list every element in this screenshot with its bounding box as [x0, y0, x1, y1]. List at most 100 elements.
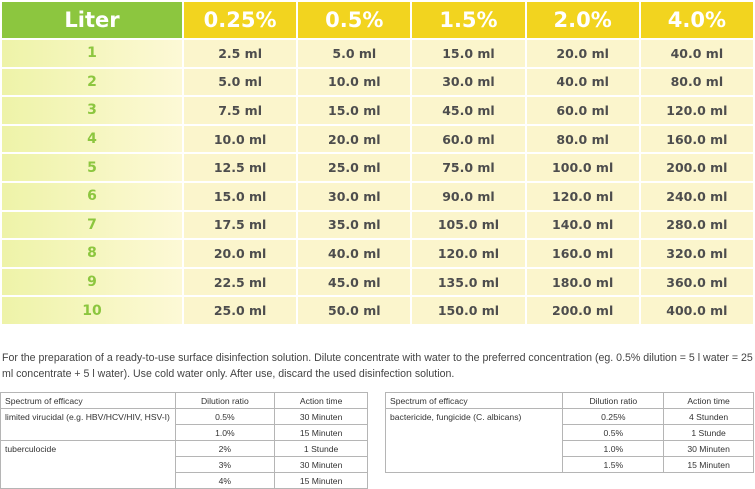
amount-cell: 240.0 ml: [640, 182, 753, 210]
dilution-row: 10 25.0 ml 50.0 ml 150.0 ml 200.0 ml 400.0 ml: [2, 297, 753, 324]
amount-cell: 45.0 ml: [412, 97, 525, 124]
spectrum-row: 1.5% 15 Minuten: [384, 456, 754, 473]
amount-cell: 25.0 ml: [298, 154, 411, 181]
amount-cell: 5.0 ml: [298, 40, 411, 67]
dilution-row: 9 22.5 ml 45.0 ml 135.0 ml 180.0 ml 360.0 ml: [2, 268, 753, 296]
amount-cell: 200.0 ml: [526, 297, 639, 324]
dilution-row: 6 15.0 ml 30.0 ml 90.0 ml 120.0 ml 240.0 ml: [2, 182, 753, 210]
amount-cell: 150.0 ml: [412, 297, 525, 324]
amount-cell: 360.0 ml: [640, 268, 753, 296]
dilution-ratio-cell: 2%: [174, 440, 276, 457]
spectrum-cell: [0, 424, 176, 441]
amount-cell: 80.0 ml: [526, 125, 639, 153]
liter-cell: 10: [2, 297, 182, 324]
spectrum-cell: tuberculocide: [0, 440, 176, 457]
action-time-cell: 15 Minuten: [663, 456, 754, 473]
action-time-cell: 15 Minuten: [274, 472, 368, 489]
dilution-row: 2 5.0 ml 10.0 ml 30.0 ml 40.0 ml 80.0 ml: [2, 68, 753, 96]
amount-cell: 160.0 ml: [640, 125, 753, 153]
dilution-ratio-cell: 0.25%: [562, 408, 665, 425]
action-time-cell: 30 Minuten: [274, 408, 368, 425]
dilution-row: 5 12.5 ml 25.0 ml 75.0 ml 100.0 ml 200.0 ml: [2, 154, 753, 181]
header-liter: Liter: [2, 2, 182, 38]
dilution-ratio-header: Dilution ratio: [174, 392, 276, 409]
action-time-header: Action time: [663, 392, 754, 409]
spectrum-cell: [0, 456, 176, 473]
header-concentration: 2.0%: [526, 2, 639, 38]
amount-cell: 20.0 ml: [184, 240, 297, 267]
amount-cell: 10.0 ml: [184, 125, 297, 153]
action-time-cell: 30 Minuten: [663, 440, 754, 457]
action-time-cell: 4 Stunden: [663, 408, 754, 425]
spectrum-header-row: Spectrum of efficacy Dilution ratio Acti…: [384, 392, 754, 409]
amount-cell: 7.5 ml: [184, 97, 297, 124]
amount-cell: 180.0 ml: [526, 268, 639, 296]
liter-cell: 2: [2, 68, 182, 96]
spectrum-body: limited virucidal (e.g. HBV/HCV/HIV, HSV…: [0, 408, 368, 489]
amount-cell: 100.0 ml: [526, 154, 639, 181]
amount-cell: 120.0 ml: [640, 97, 753, 124]
amount-cell: 200.0 ml: [640, 154, 753, 181]
amount-cell: 50.0 ml: [298, 297, 411, 324]
amount-cell: 280.0 ml: [640, 211, 753, 239]
action-time-cell: 1 Stunde: [274, 440, 368, 457]
amount-cell: 120.0 ml: [412, 240, 525, 267]
amount-cell: 10.0 ml: [298, 68, 411, 96]
spectrum-row: bactericide, fungicide (C. albicans) 0.25…: [384, 408, 754, 425]
header-concentration: 0.25%: [184, 2, 297, 38]
liter-cell: 6: [2, 182, 182, 210]
amount-cell: 2.5 ml: [184, 40, 297, 67]
spectrum-cell: limited virucidal (e.g. HBV/HCV/HIV, HSV…: [0, 408, 176, 425]
amount-cell: 25.0 ml: [184, 297, 297, 324]
dilution-ratio-cell: 1.5%: [562, 456, 665, 473]
spectrum-table-virucidal: Spectrum of efficacy Dilution ratio Acti…: [0, 392, 368, 489]
spectrum-row: 4% 15 Minuten: [0, 472, 368, 489]
spectrum-row: 1.0% 30 Minuten: [384, 440, 754, 457]
spectrum-row: limited virucidal (e.g. HBV/HCV/HIV, HSV…: [0, 408, 368, 425]
amount-cell: 15.0 ml: [184, 182, 297, 210]
amount-cell: 120.0 ml: [526, 182, 639, 210]
liter-cell: 4: [2, 125, 182, 153]
spectrum-header: Spectrum of efficacy: [0, 392, 176, 409]
amount-cell: 40.0 ml: [640, 40, 753, 67]
header-concentration: 0.5%: [298, 2, 411, 38]
spectrum-table-bactericide: Spectrum of efficacy Dilution ratio Acti…: [384, 392, 754, 473]
dilution-ratio-cell: 0.5%: [174, 408, 276, 425]
dilution-ratio-cell: 0.5%: [562, 424, 665, 441]
dilution-ratio-cell: 1.0%: [174, 424, 276, 441]
amount-cell: 160.0 ml: [526, 240, 639, 267]
amount-cell: 400.0 ml: [640, 297, 753, 324]
liter-cell: 3: [2, 97, 182, 124]
spectrum-cell: bactericide, fungicide (C. albicans): [384, 408, 564, 425]
action-time-header: Action time: [274, 392, 368, 409]
spectrum-header-row: Spectrum of efficacy Dilution ratio Acti…: [0, 392, 368, 409]
amount-cell: 15.0 ml: [412, 40, 525, 67]
spectrum-cell: [384, 424, 564, 441]
spectrum-header: Spectrum of efficacy: [384, 392, 564, 409]
amount-cell: 30.0 ml: [412, 68, 525, 96]
action-time-cell: 1 Stunde: [663, 424, 754, 441]
spectrum-cell: [384, 440, 564, 457]
spectrum-row: 0.5% 1 Stunde: [384, 424, 754, 441]
amount-cell: 90.0 ml: [412, 182, 525, 210]
liter-cell: 8: [2, 240, 182, 267]
dilution-row: 7 17.5 ml 35.0 ml 105.0 ml 140.0 ml 280.0 ml: [2, 211, 753, 239]
dilution-ratio-cell: 1.0%: [562, 440, 665, 457]
amount-cell: 60.0 ml: [526, 97, 639, 124]
amount-cell: 80.0 ml: [640, 68, 753, 96]
header-concentration: 4.0%: [640, 2, 753, 38]
amount-cell: 17.5 ml: [184, 211, 297, 239]
amount-cell: 60.0 ml: [412, 125, 525, 153]
preparation-note: For the preparation of a ready-to-use su…: [2, 352, 753, 380]
spectrum-row: 3% 30 Minuten: [0, 456, 368, 473]
liter-cell: 7: [2, 211, 182, 239]
spectrum-body: bactericide, fungicide (C. albicans) 0.25…: [384, 408, 754, 473]
header-concentration: 1.5%: [412, 2, 525, 38]
dilution-table-body: 1 2.5 ml 5.0 ml 15.0 ml 20.0 ml 40.0 ml 2 5.0 m…: [2, 40, 753, 324]
spectrum-row: 1.0% 15 Minuten: [0, 424, 368, 441]
amount-cell: 12.5 ml: [184, 154, 297, 181]
dilution-table: Liter 0.25% 0.5% 1.5% 2.0% 4.0% 1 2.5 ml 5…: [2, 2, 753, 324]
action-time-cell: 15 Minuten: [274, 424, 368, 441]
amount-cell: 105.0 ml: [412, 211, 525, 239]
amount-cell: 135.0 ml: [412, 268, 525, 296]
